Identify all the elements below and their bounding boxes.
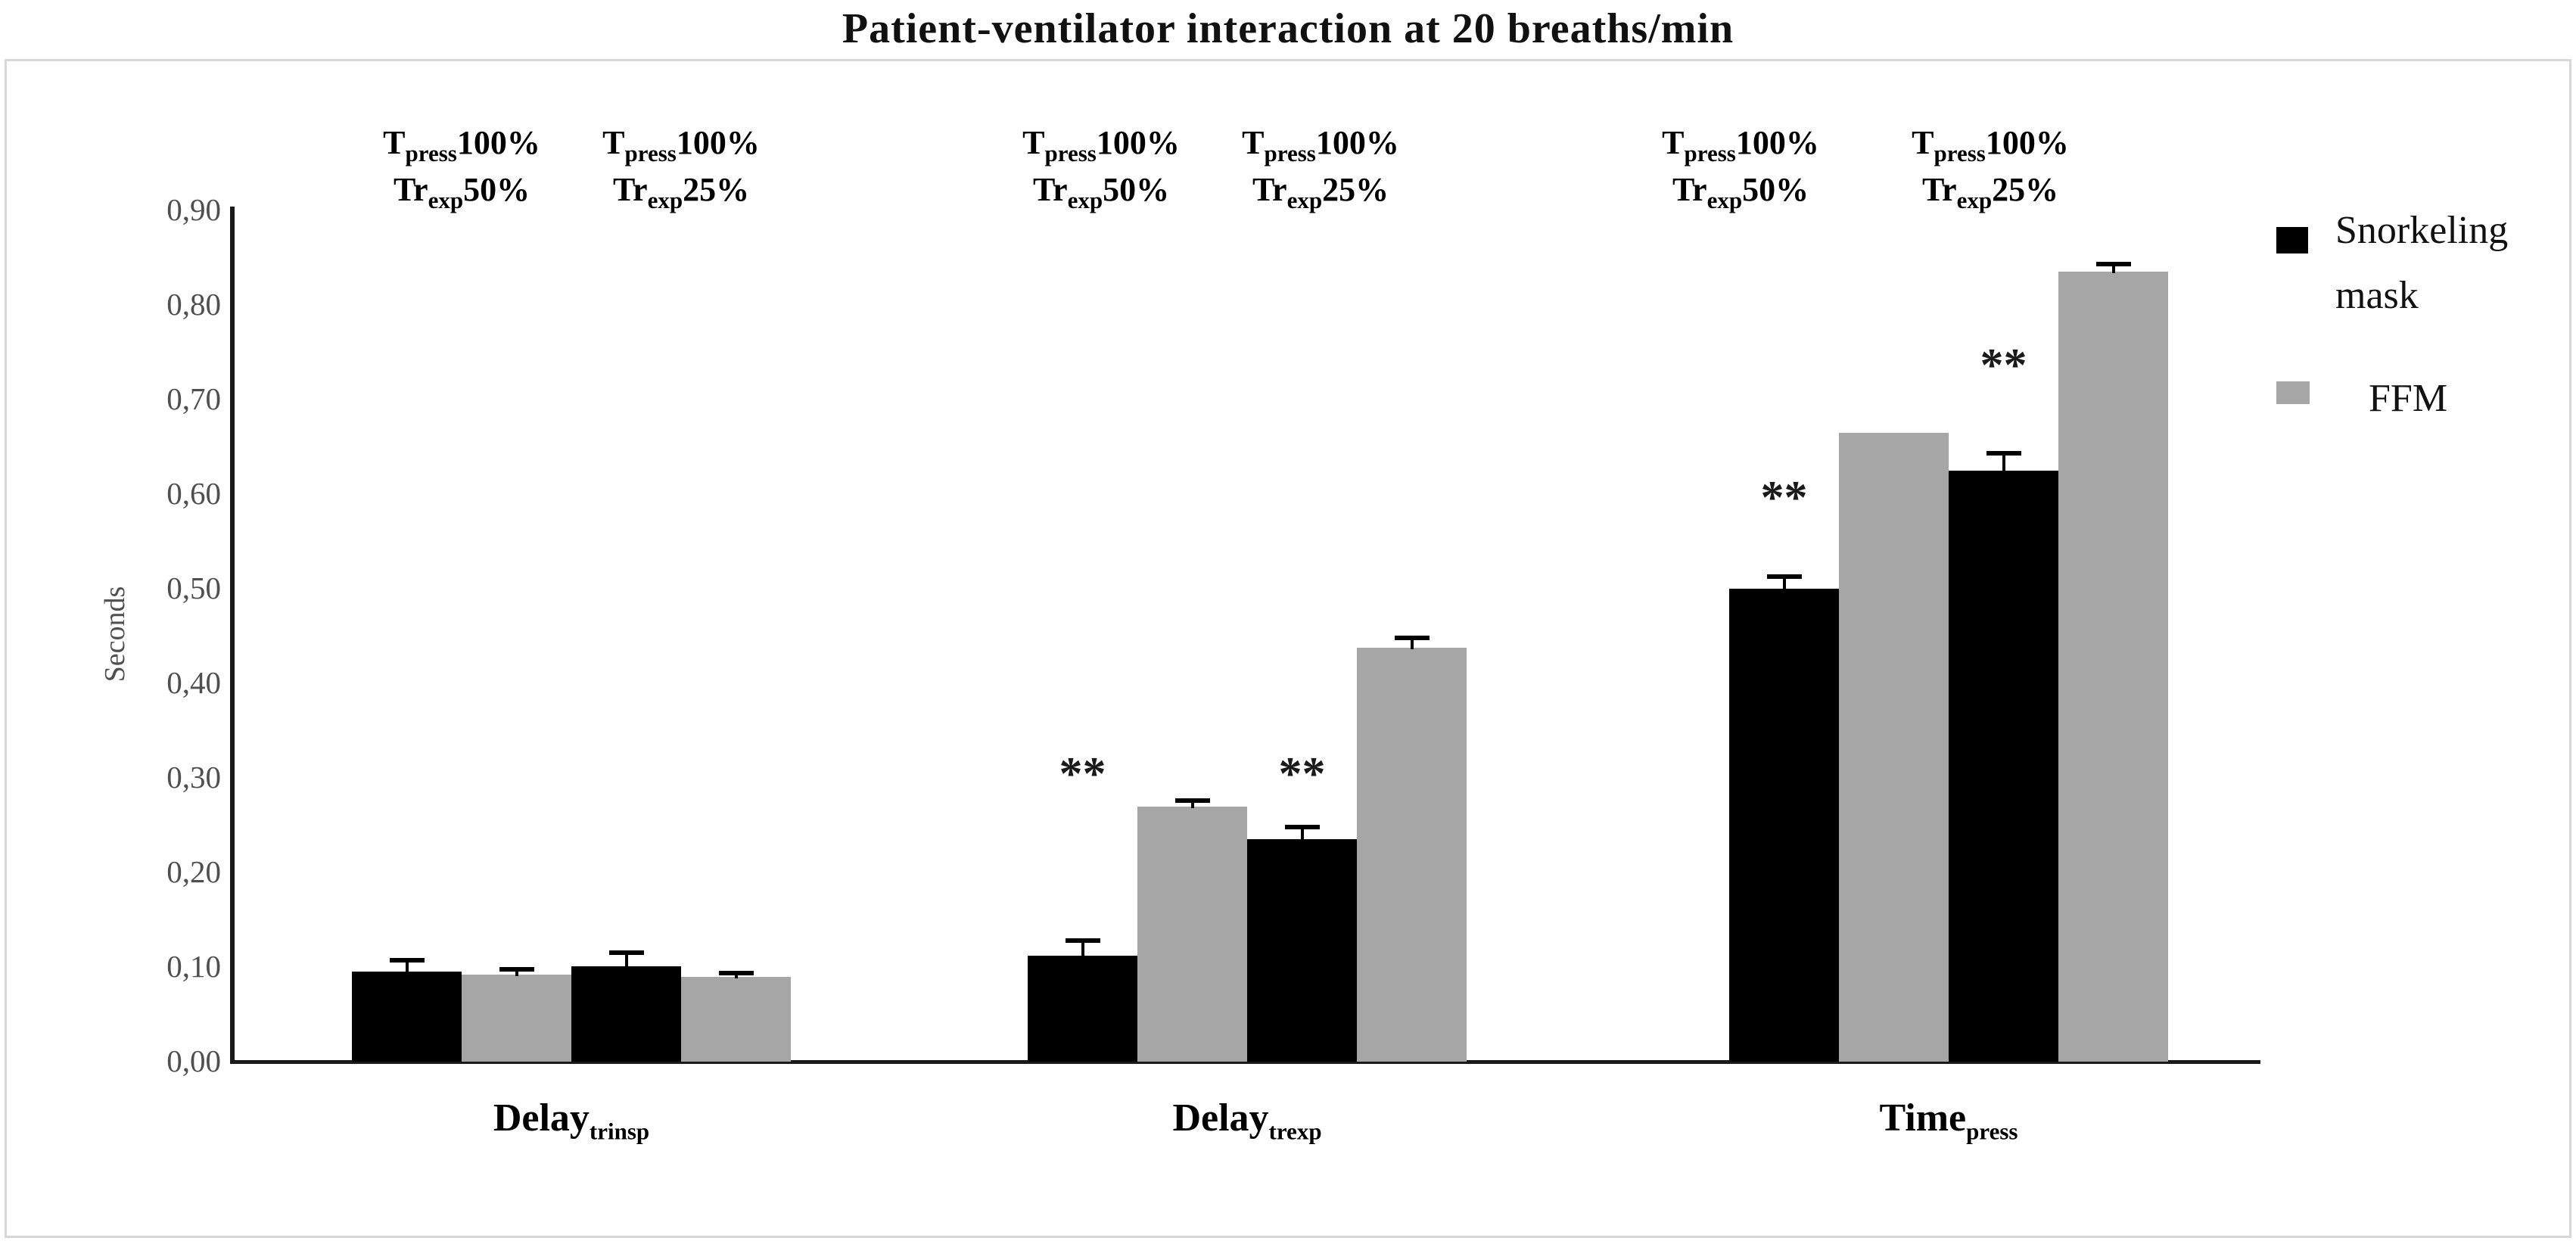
legend-swatch-ffm: [2276, 381, 2310, 404]
bar-Delay_trinsp-2: [571, 966, 681, 1062]
error-bar-stem: [1782, 576, 1786, 590]
y-tick-label: 0,90: [166, 192, 221, 227]
error-bar-cap: [1174, 798, 1210, 803]
significance-marker: **: [1278, 748, 1326, 800]
error-bar-stem: [734, 972, 738, 978]
significance-marker: **: [1760, 471, 1808, 524]
bar-Time_press-1: [1839, 432, 1949, 1062]
bar-Time_press-3: [2058, 272, 2168, 1062]
bar-Delay_trexp-1: [1137, 806, 1247, 1062]
condition-label: Tpress100% Trexp25%: [1912, 124, 2069, 213]
error-bar-stem: [1410, 638, 1414, 649]
error-bar-cap: [1394, 636, 1430, 640]
y-tick-label: 0,30: [166, 760, 221, 795]
y-tick-label: 0,70: [166, 381, 221, 416]
significance-marker: **: [1059, 748, 1106, 800]
bar-Time_press-0: [1729, 589, 1839, 1062]
y-tick-label: 0,80: [166, 287, 221, 322]
bar-Delay_trexp-3: [1357, 647, 1467, 1062]
x-category-label-Time_press: Timepress: [1879, 1096, 2018, 1145]
bar-Time_press-2: [1949, 470, 2058, 1062]
error-bar-stem: [624, 953, 628, 968]
significance-marker: **: [1980, 339, 2027, 391]
error-bar-stem: [2111, 264, 2115, 274]
error-bar-cap: [718, 970, 754, 975]
bar-Delay_trinsp-3: [681, 976, 791, 1062]
bar-Delay_trexp-2: [1247, 839, 1357, 1062]
legend-label-ffm: FFM: [2369, 377, 2448, 420]
error-bar-cap: [499, 966, 534, 972]
y-tick-label: 0,20: [166, 854, 221, 889]
legend-swatch-snorkeling-mask: [2276, 227, 2308, 253]
x-axis-line: [230, 1060, 2260, 1064]
y-axis-title: Seconds: [99, 586, 131, 683]
y-tick-label: 0,40: [166, 665, 221, 700]
error-bar-stem: [2002, 453, 2005, 472]
error-bar-cap: [608, 950, 644, 956]
error-bar-stem: [405, 960, 409, 974]
error-bar-cap: [1766, 574, 1802, 579]
error-bar-cap: [1065, 938, 1100, 943]
y-tick-label: 0,00: [166, 1043, 221, 1078]
bar-Delay_trinsp-1: [462, 975, 571, 1062]
error-bar-stem: [1190, 801, 1194, 808]
error-bar-cap: [1986, 451, 2021, 456]
x-category-label-Delay_trinsp: Delaytrinsp: [493, 1096, 650, 1145]
error-bar-stem: [515, 969, 518, 976]
legend-label-snorkeling-mask: Snorkeling mask: [2335, 209, 2509, 317]
chart-title: Patient-ventilator interaction at 20 bre…: [842, 5, 1734, 52]
bar-Delay_trexp-0: [1028, 956, 1137, 1062]
x-category-label-Delay_trexp: Delaytrexp: [1172, 1096, 1322, 1145]
condition-label: Tpress100% Trexp50%: [383, 124, 540, 213]
error-bar-cap: [389, 958, 425, 963]
y-tick-label: 0,10: [166, 949, 221, 984]
condition-label: Tpress100% Trexp25%: [602, 124, 760, 213]
error-bar-stem: [1081, 941, 1084, 957]
bar-Delay_trinsp-0: [352, 972, 462, 1062]
error-bar-cap: [2095, 262, 2131, 267]
error-bar-stem: [1300, 827, 1304, 841]
y-tick-label: 0,50: [166, 571, 221, 605]
y-tick-label: 0,60: [166, 476, 221, 511]
condition-label: Tpress100% Trexp25%: [1242, 124, 1399, 213]
error-bar-cap: [1284, 825, 1320, 829]
condition-label: Tpress100% Trexp50%: [1662, 124, 1819, 213]
condition-label: Tpress100% Trexp50%: [1022, 124, 1180, 213]
y-axis-line: [230, 207, 235, 1064]
